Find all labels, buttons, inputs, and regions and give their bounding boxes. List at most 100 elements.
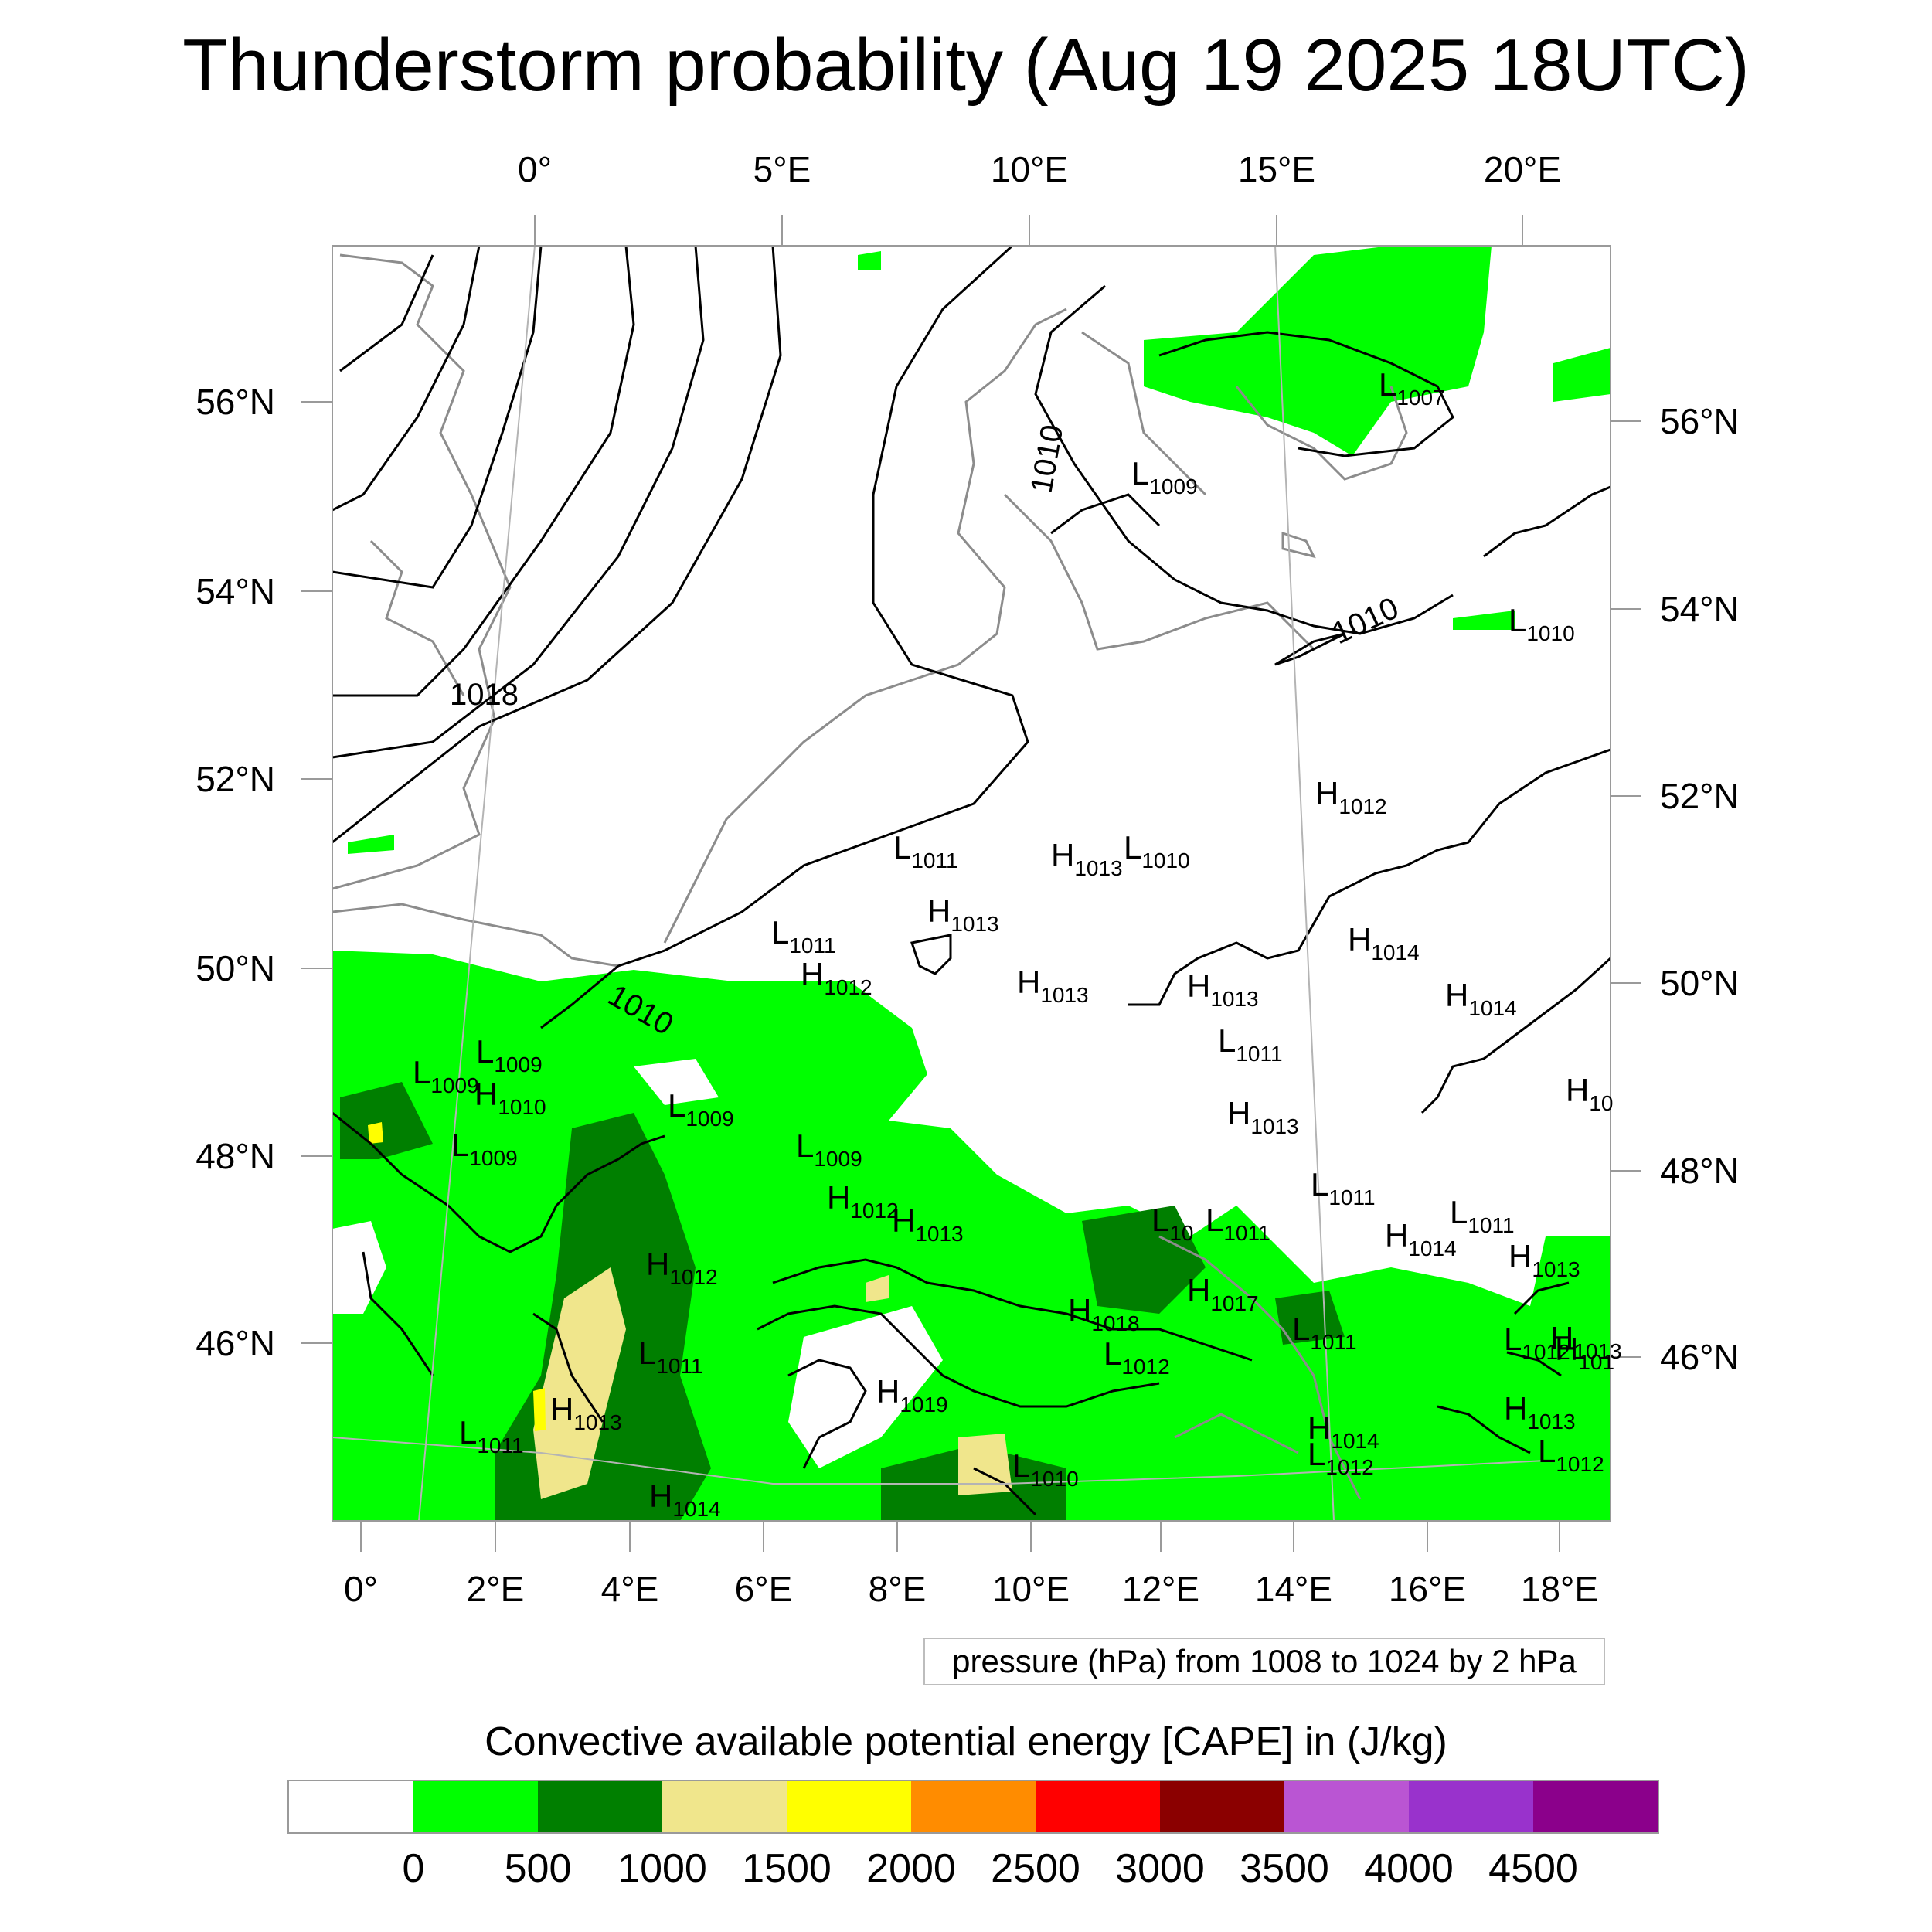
- top-lon-label: 20°E: [1484, 149, 1561, 189]
- colorbar-swatch: [787, 1781, 911, 1832]
- cape-high-south: [958, 1434, 1012, 1495]
- colorbar-tick-label: 1000: [617, 1846, 707, 1891]
- pressure-center-label: H1014: [1385, 1217, 1457, 1260]
- cape-area-uk: [348, 835, 394, 854]
- left-lat-label: 46°N: [196, 1323, 275, 1363]
- cape-peak-central: [533, 1388, 546, 1431]
- left-lat-label: 48°N: [196, 1136, 275, 1176]
- colorbar-swatch: [1036, 1781, 1160, 1832]
- cape-peak-west: [368, 1122, 383, 1144]
- right-lat-label: 52°N: [1660, 776, 1740, 816]
- pressure-center-label: L1011: [638, 1335, 703, 1378]
- top-lon-label: 15°E: [1238, 149, 1315, 189]
- cape-area-north-france: [680, 989, 811, 1043]
- colorbar-swatch: [1409, 1781, 1533, 1832]
- pressure-center-label: L1011: [1218, 1022, 1283, 1066]
- pressure-center-label: H1019: [876, 1373, 948, 1417]
- bottom-lon-label: 14°E: [1255, 1569, 1332, 1609]
- colorbar-swatch: [1284, 1781, 1409, 1832]
- pressure-center-label: H1013: [1504, 1390, 1576, 1434]
- pressure-center-label: H1012: [646, 1246, 718, 1289]
- right-lat-label: 56°N: [1660, 401, 1740, 441]
- pressure-center-label: H1014: [1308, 1410, 1379, 1453]
- colorbar-tick-label: 2500: [991, 1846, 1080, 1891]
- axis-ticks: [301, 215, 1641, 1552]
- colorbar-tick-label: 1500: [742, 1846, 832, 1891]
- pressure-center-label: L1011: [893, 829, 958, 872]
- pressure-contour-note: pressure (hPa) from 1008 to 1024 by 2 hP…: [923, 1638, 1605, 1685]
- pressure-center-label: H1013: [892, 1202, 964, 1246]
- cape-dark-alps: [1082, 1206, 1206, 1314]
- cape-area-mid-west: [332, 1175, 587, 1521]
- cape-shading: [332, 246, 1611, 1521]
- bottom-lon-label: 4°E: [601, 1569, 659, 1609]
- left-latitude-labels: 56°N 54°N 52°N 50°N 48°N 46°N: [196, 382, 275, 1363]
- no-cape-hole-west: [332, 1221, 386, 1314]
- colorbar-title: Convective available potential energy [C…: [485, 1719, 1447, 1764]
- bottom-lon-label: 8°E: [869, 1569, 927, 1609]
- colorbar-swatch: [538, 1781, 662, 1832]
- pressure-center-label: L1009: [451, 1127, 518, 1170]
- pressure-center-label: L1009: [1131, 455, 1198, 498]
- colorbar-swatch: [1160, 1781, 1284, 1832]
- pressure-center-label: H1013: [1509, 1238, 1580, 1281]
- isobar-label: 1018: [450, 678, 519, 712]
- cape-area-north-sea-patch: [858, 251, 881, 270]
- map-frame: [332, 245, 1611, 1522]
- graticule: [332, 246, 1546, 1521]
- pressure-center-label: H1013: [1051, 837, 1123, 880]
- bottom-lon-label: 10°E: [992, 1569, 1070, 1609]
- no-cape-hole-alps: [788, 1306, 943, 1468]
- right-lat-label: 54°N: [1660, 589, 1740, 629]
- pressure-center-label: H101: [1555, 1331, 1614, 1374]
- left-lat-label: 54°N: [196, 571, 275, 611]
- left-lat-label: 56°N: [196, 382, 275, 422]
- top-longitude-labels: 0° 5°E 10°E 15°E 20°E: [518, 149, 1561, 189]
- cape-area-northeast: [1553, 348, 1611, 402]
- pressure-center-label: L1009: [413, 1054, 479, 1097]
- pressure-center-label: H1013: [927, 893, 999, 936]
- pressure-center-label: H10: [1566, 1072, 1614, 1115]
- coastlines: [332, 253, 1408, 1500]
- top-lon-label: 10°E: [991, 149, 1068, 189]
- pressure-center-label: L1010: [1124, 829, 1190, 872]
- pressure-center-label: L1011: [1311, 1166, 1376, 1209]
- pressure-center-label: L1011: [771, 914, 836, 957]
- colorbar-tick-label: 3000: [1115, 1846, 1205, 1891]
- pressure-center-label: L1012: [1538, 1433, 1604, 1476]
- bottom-lon-label: 2°E: [467, 1569, 525, 1609]
- pressure-center-label: H1013: [1227, 1095, 1299, 1138]
- colorbar-swatch: [911, 1781, 1036, 1832]
- map-title: Thunderstorm probability (Aug 19 2025 18…: [182, 24, 1750, 107]
- map-plot-area: [332, 246, 1611, 1521]
- bottom-lon-label: 12°E: [1122, 1569, 1199, 1609]
- pressure-center-label: L10: [1151, 1202, 1194, 1245]
- pressure-center-label: H1017: [1187, 1272, 1259, 1315]
- pressure-center-label: L1011: [1206, 1202, 1270, 1245]
- left-lat-label: 52°N: [196, 759, 275, 799]
- pressure-center-label: H1012: [801, 956, 872, 999]
- bottom-lon-label: 6°E: [735, 1569, 793, 1609]
- pressure-center-label: L1009: [668, 1087, 734, 1131]
- colorbar-tick-label: 0: [402, 1846, 425, 1891]
- pressure-center-label: H1014: [649, 1478, 721, 1521]
- pressure-center-label: H1012: [827, 1179, 899, 1223]
- bottom-lon-label: 18°E: [1521, 1569, 1598, 1609]
- colorbar-tick-label: 2000: [866, 1846, 956, 1891]
- colorbar-swatch: [662, 1781, 787, 1832]
- colorbar-swatch: [289, 1781, 413, 1832]
- cape-colorbar: [287, 1780, 1659, 1834]
- cape-dark-adriatic: [1275, 1291, 1345, 1345]
- colorbar-swatch: [413, 1781, 538, 1832]
- pressure-center-label: H1013: [1017, 964, 1089, 1007]
- pressure-center-label: H1014: [1308, 1410, 1379, 1453]
- pressure-center-label: H1013: [1187, 968, 1259, 1011]
- top-lon-label: 0°: [518, 149, 552, 189]
- cape-area-baltic: [1453, 611, 1515, 630]
- cape-area-scandinavia: [1144, 246, 1492, 456]
- pressure-center-label: L1009: [796, 1128, 862, 1171]
- pressure-center-label: L1012: [1104, 1335, 1170, 1379]
- pressure-center-label: H1012: [1315, 775, 1387, 818]
- cape-high-central: [533, 1267, 626, 1499]
